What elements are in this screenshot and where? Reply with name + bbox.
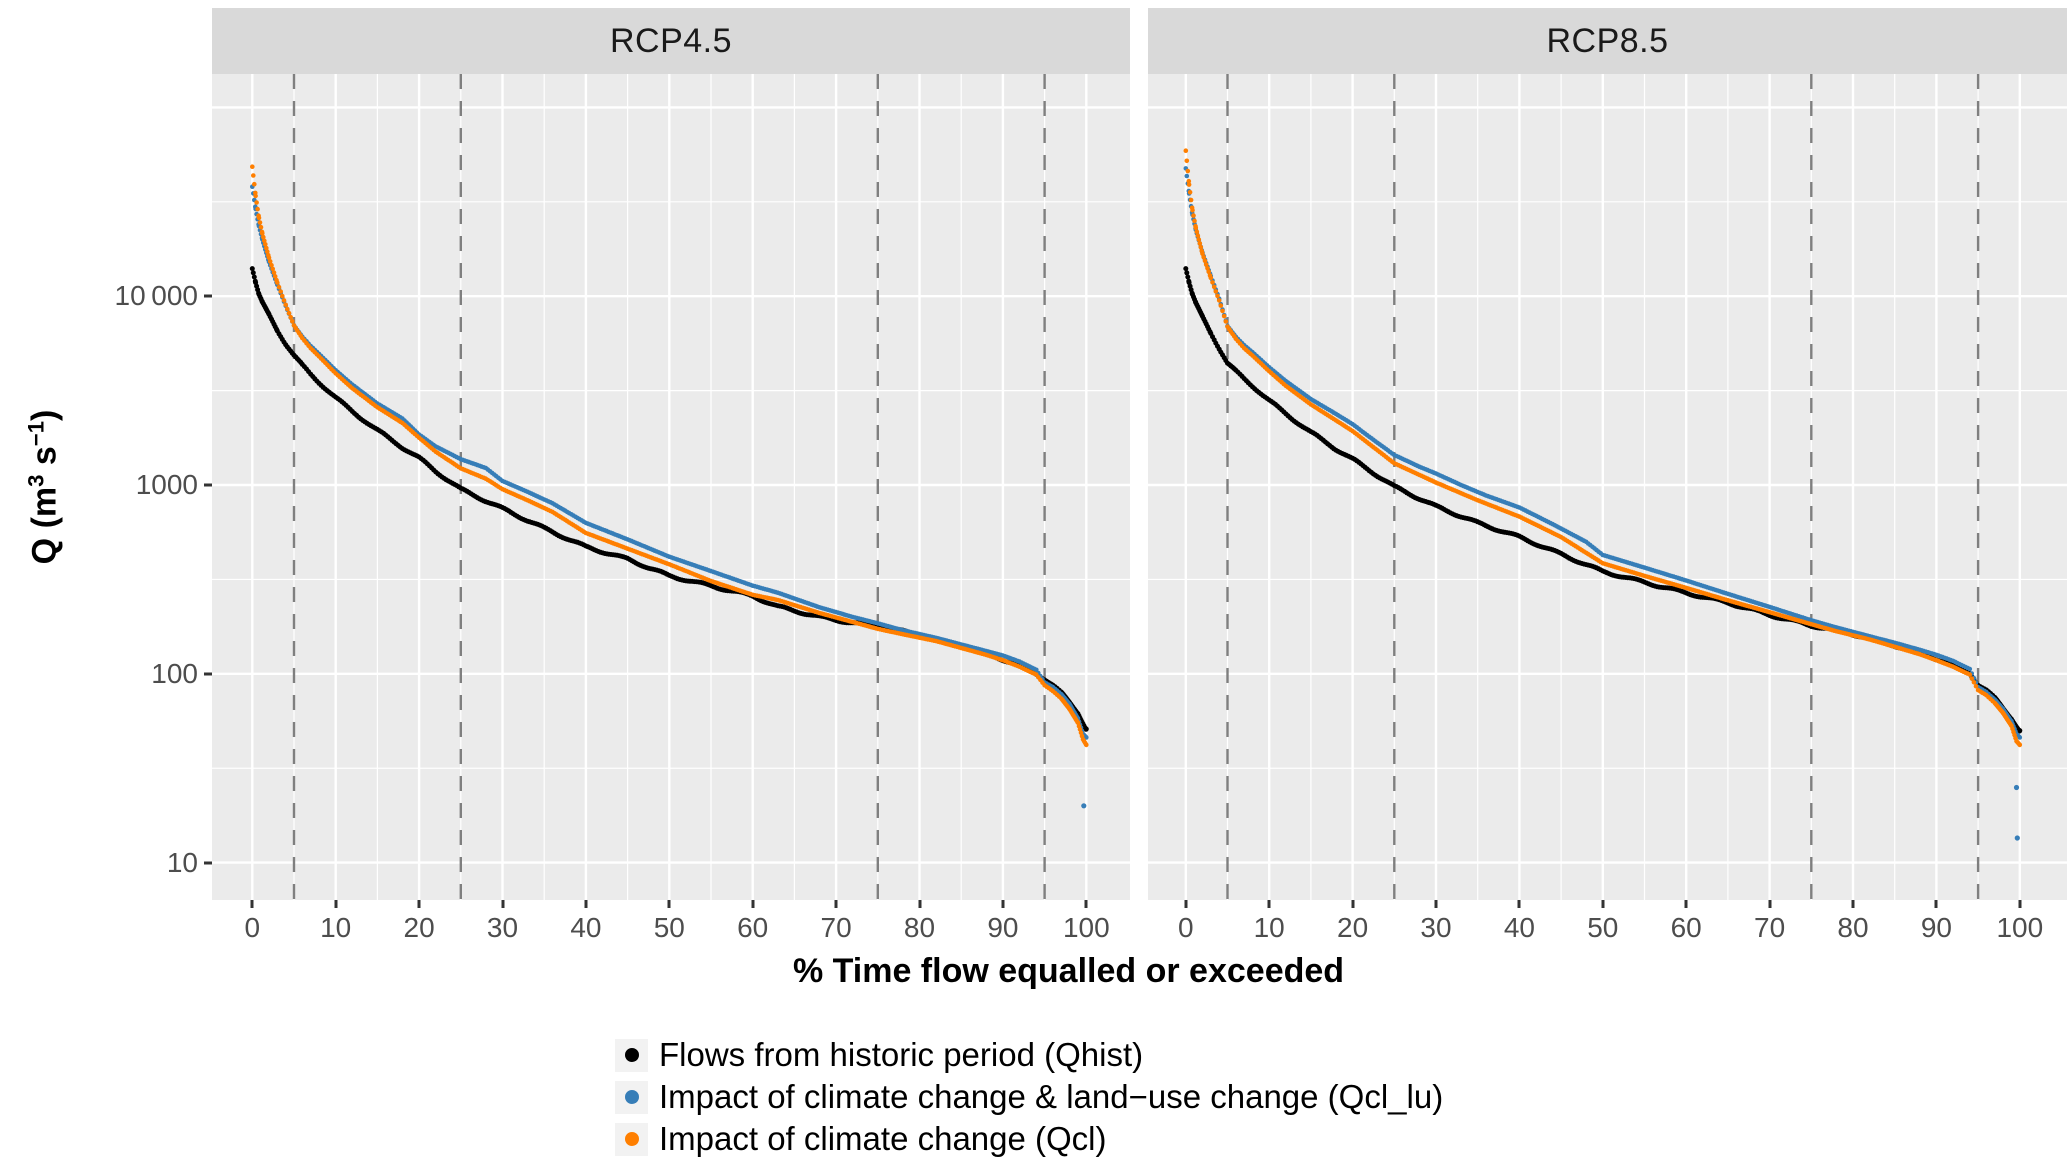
- y-tick-label: 10 000: [114, 280, 198, 312]
- x-tick-mark: [417, 900, 421, 908]
- qhist-dot-icon: [624, 1048, 639, 1062]
- x-tick-label: 0: [244, 912, 261, 943]
- x-tick-mark: [1517, 900, 1521, 908]
- x-tick-label: 60: [737, 912, 769, 943]
- x-tick-mark: [501, 900, 504, 908]
- x-tick-mark: [334, 900, 338, 908]
- x-tick-label: 30: [1420, 912, 1452, 943]
- x-tick-mark: [1601, 900, 1605, 908]
- x-tick-mark: [1434, 900, 1438, 908]
- x-tick-label: 70: [1754, 912, 1786, 943]
- x-axis-title-text: % Time flow equalled or exceeded: [792, 952, 1345, 990]
- series-Qcl: [250, 164, 1089, 748]
- plot-panel-rcp45: [212, 74, 1130, 900]
- legend-item-qcl-lu: Impact of climate change & land−use chan…: [615, 1076, 1443, 1118]
- x-tick-mark: [1934, 900, 1938, 908]
- x-tick-mark: [2018, 900, 2022, 908]
- x-tick-label: 90: [987, 912, 1019, 943]
- x-tick-mark: [1084, 900, 1088, 908]
- x-tick-label: 40: [1503, 912, 1535, 943]
- x-tick-label: 10: [1253, 912, 1285, 943]
- y-title-open: (m: [25, 486, 64, 529]
- facet-strip-label: RCP8.5: [1546, 21, 1669, 60]
- x-tick-mark: [834, 900, 838, 908]
- x-tick-label: 60: [1670, 912, 1702, 943]
- y-tick-label: 10: [166, 846, 198, 878]
- x-tick-label: 50: [1587, 912, 1619, 943]
- legend-key: [615, 1122, 648, 1156]
- legend-item-qcl: Impact of climate change (Qcl): [615, 1118, 1443, 1160]
- qcl-dot-icon: [624, 1132, 639, 1146]
- panel-background: [212, 74, 1130, 900]
- outlier-point: [2014, 835, 2020, 841]
- x-tick-mark: [918, 900, 921, 908]
- series-Qcl: [1183, 148, 2023, 748]
- x-tick-mark: [1184, 900, 1188, 908]
- y-tick-label: 1000: [135, 469, 198, 500]
- y-title-q: Q: [25, 537, 64, 565]
- panel-background: [1148, 74, 2067, 900]
- y-axis-title: Q (m3 s−1): [23, 410, 64, 565]
- x-tick-label: 70: [820, 912, 852, 943]
- outlier-point: [1081, 803, 1087, 809]
- legend: Flows from historic period (Qhist) Impac…: [615, 1034, 1443, 1160]
- y-title-close: ): [25, 409, 64, 421]
- x-tick-label: 90: [1920, 912, 1952, 943]
- qcl-lu-dot-icon: [624, 1090, 639, 1104]
- y-title-sup-minus1: −1: [23, 421, 49, 447]
- x-axis-title: % Time flow equalled or exceeded: [0, 952, 2067, 991]
- facet-strip-rcp45: RCP4.5: [212, 8, 1130, 74]
- plot-panel-rcp85: [1148, 74, 2067, 900]
- y-tick-mark: [204, 483, 212, 487]
- x-tick-label: 20: [403, 912, 435, 943]
- x-tick-label: 30: [486, 912, 519, 943]
- x-tick-mark: [1267, 900, 1271, 908]
- y-tick-label: 100: [151, 657, 198, 689]
- x-tick-mark: [667, 900, 671, 908]
- legend-key: [615, 1038, 648, 1072]
- y-tick-mark: [204, 672, 212, 676]
- facet-strip-label: RCP4.5: [609, 21, 733, 60]
- facet-strip-rcp85: RCP8.5: [1148, 8, 2067, 74]
- x-tick-mark: [250, 900, 254, 908]
- legend-label: Impact of climate change (Qcl): [659, 1120, 1107, 1157]
- x-tick-label: 100: [1062, 912, 1110, 943]
- x-tick-label: 100: [1996, 912, 2044, 943]
- x-tick-mark: [1001, 900, 1005, 908]
- x-tick-label: 80: [903, 912, 936, 943]
- y-title-s: s: [25, 446, 64, 475]
- legend-item-qhist: Flows from historic period (Qhist): [615, 1034, 1443, 1076]
- outlier-point: [2013, 784, 2020, 791]
- x-tick-mark: [751, 900, 755, 908]
- y-tick-mark: [204, 861, 212, 865]
- x-tick-mark: [1851, 900, 1855, 908]
- x-tick-label: 50: [653, 912, 685, 943]
- x-tick-label: 80: [1837, 912, 1869, 943]
- x-tick-mark: [584, 900, 588, 908]
- legend-label: Flows from historic period (Qhist): [659, 1036, 1144, 1073]
- x-tick-label: 0: [1178, 912, 1194, 943]
- legend-label: Impact of climate change & land−use chan…: [659, 1078, 1444, 1115]
- y-tick-mark: [204, 294, 212, 298]
- x-tick-label: 40: [570, 912, 602, 943]
- x-tick-mark: [1684, 900, 1688, 908]
- x-tick-label: 10: [320, 912, 352, 943]
- legend-key: [615, 1080, 648, 1114]
- x-tick-mark: [1351, 900, 1355, 908]
- x-tick-label: 20: [1337, 912, 1369, 943]
- y-title-sup-3: 3: [23, 474, 49, 487]
- x-tick-mark: [1768, 900, 1772, 908]
